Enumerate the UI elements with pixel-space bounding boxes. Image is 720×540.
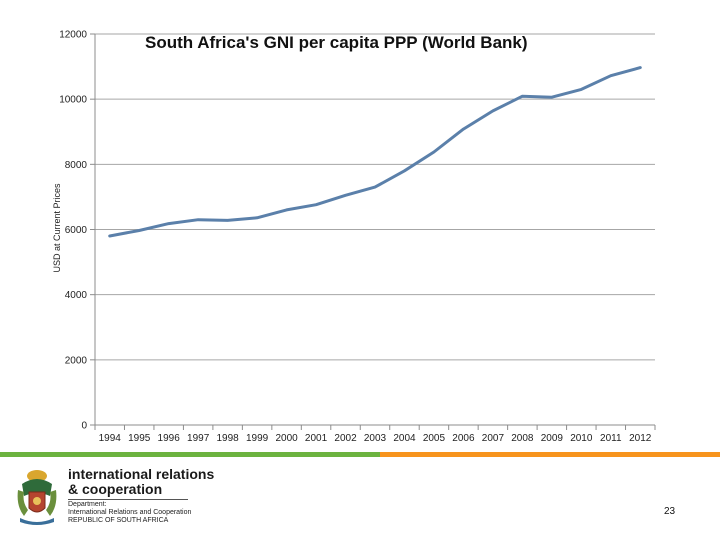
x-tick-label: 2001 (305, 433, 328, 444)
dept-line3: REPUBLIC OF SOUTH AFRICA (68, 517, 169, 524)
footer-bar-green (0, 452, 380, 457)
coat-of-arms-logo (14, 466, 60, 533)
org-name: international relations & cooperation (68, 467, 214, 497)
y-tick-label: 0 (81, 421, 87, 432)
tick-labels: 0 2000 4000 6000 8000 10000 12000 1994 1995 1996 1… (59, 30, 652, 445)
dept-line2: International Relations and Cooperation (68, 509, 192, 516)
x-tick-label: 2009 (541, 433, 564, 444)
y-axis-label: USD at Current Prices (52, 183, 62, 273)
chart-title: South Africa's GNI per capita PPP (World… (145, 33, 528, 52)
x-tick-label: 2006 (452, 433, 475, 444)
page-number: 23 (664, 506, 676, 517)
x-tick-label: 2008 (511, 433, 534, 444)
y-tick-label: 4000 (65, 290, 88, 301)
department-text: Department: International Relations and … (68, 501, 191, 525)
org-divider (68, 499, 188, 500)
x-tick-label: 2010 (570, 433, 593, 444)
org-name-line2: & cooperation (68, 481, 163, 497)
x-tick-label: 1998 (217, 433, 240, 444)
x-tick-label: 1994 (99, 433, 122, 444)
y-tick-label: 8000 (65, 160, 88, 171)
axes (90, 33, 656, 430)
x-tick-label: 2004 (393, 433, 416, 444)
x-tick-label: 1999 (246, 433, 269, 444)
org-name-line1: international relations (68, 466, 215, 482)
x-tick-label: 2012 (629, 433, 652, 444)
series-line (108, 66, 642, 238)
x-tick-label: 2011 (600, 433, 622, 444)
y-tick-label: 10000 (59, 95, 87, 106)
x-tick-label: 1996 (158, 433, 181, 444)
dept-line1: Department: (68, 501, 107, 508)
x-tick-label: 2003 (364, 433, 387, 444)
x-tick-label: 2005 (423, 433, 446, 444)
x-tick-label: 1995 (128, 433, 151, 444)
footer-bar-orange (380, 452, 720, 457)
x-tick-label: 2007 (482, 433, 505, 444)
x-tick-label: 2002 (334, 433, 357, 444)
y-tick-label: 12000 (59, 30, 87, 41)
gridlines (95, 33, 655, 361)
x-tick-label: 2000 (275, 433, 298, 444)
series-lines (108, 66, 642, 238)
y-tick-label: 2000 (65, 355, 88, 366)
y-tick-label: 6000 (65, 225, 88, 236)
footer-color-bar (0, 452, 720, 457)
x-tick-label: 1997 (187, 433, 210, 444)
